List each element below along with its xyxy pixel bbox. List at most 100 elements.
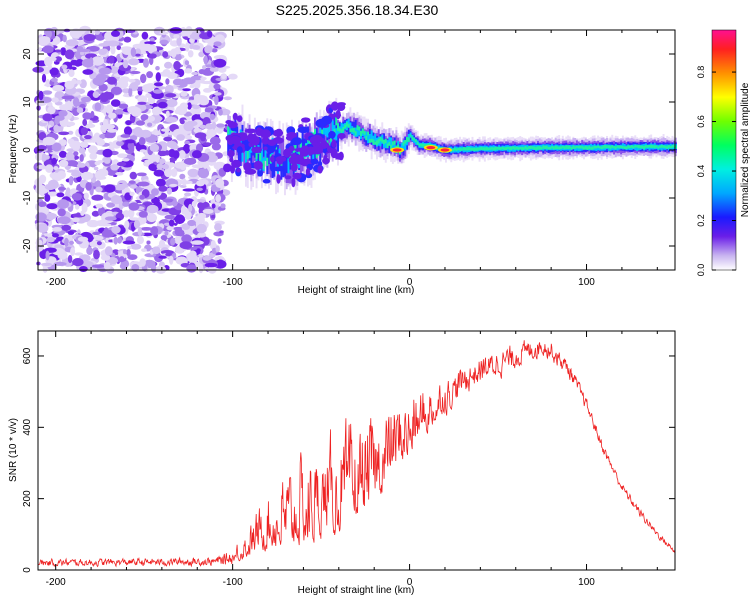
noise-blob: [192, 104, 201, 110]
noise-blob: [36, 223, 49, 233]
noise-blob: [137, 226, 143, 237]
amplitude-peak: [440, 148, 450, 152]
snr-y-tick-label: 0: [22, 567, 33, 573]
noise-blob: [41, 262, 53, 266]
ridge-band: [328, 121, 331, 134]
noise-blob: [62, 34, 67, 43]
noise-blob: [164, 230, 169, 236]
noise-blob: [92, 91, 100, 98]
noise-blob: [72, 196, 82, 201]
noise-blob: [140, 129, 152, 138]
ridge-band: [383, 139, 385, 145]
ridge-band: [351, 128, 354, 132]
ridge-band: [353, 127, 355, 133]
noise-blob: [44, 194, 51, 202]
noise-blob: [127, 106, 140, 114]
ridge-band: [629, 145, 631, 149]
noise-blob: [128, 202, 140, 211]
ridge-band: [506, 146, 509, 150]
ridge-band: [469, 147, 472, 151]
noise-blob: [42, 113, 53, 122]
noise-blob: [35, 212, 47, 222]
noise-blob: [186, 264, 197, 273]
ridge-band: [353, 121, 355, 133]
noise-blob: [69, 28, 83, 39]
noise-blob: [119, 262, 128, 270]
ridge-band: [411, 136, 414, 140]
noise-blob: [170, 168, 178, 178]
noise-blob: [93, 235, 104, 241]
ridge-band: [418, 144, 421, 147]
noise-blob: [129, 171, 137, 180]
noise-blob: [136, 172, 147, 177]
noise-blob: [80, 171, 94, 180]
ridge-blob: [294, 154, 305, 165]
noise-blob: [176, 134, 186, 141]
ridge-band: [552, 146, 555, 150]
spectrogram-y-tick-label: 10: [22, 96, 33, 108]
ridge-blob: [254, 136, 260, 145]
noise-blob: [211, 214, 216, 219]
ridge-blob: [301, 117, 311, 123]
noise-blob: [72, 217, 80, 223]
ridge-band: [579, 145, 582, 149]
noise-blob: [98, 43, 110, 47]
snr-x-label: Height of straight line (km): [298, 585, 415, 596]
noise-blob: [166, 225, 174, 231]
noise-blob: [98, 83, 108, 92]
noise-blob: [141, 43, 154, 52]
noise-blob: [183, 157, 197, 165]
ridge-band: [636, 145, 639, 148]
noise-blob: [117, 236, 122, 244]
ridge-band: [667, 145, 670, 149]
ridge-blob: [317, 161, 323, 167]
noise-blob: [158, 158, 166, 165]
noise-blob: [46, 203, 58, 210]
noise-blob: [162, 163, 170, 170]
ridge-band: [326, 122, 329, 138]
ridge-blob: [330, 101, 339, 111]
ridge-band: [391, 144, 394, 152]
noise-blob: [108, 55, 115, 64]
ridge-band: [349, 128, 352, 133]
noise-blob: [204, 262, 218, 268]
colorbar-tick-label: 0.0: [696, 264, 706, 277]
ridge-band: [600, 146, 603, 150]
spectrogram-y-tick-label: -10: [22, 190, 33, 205]
noise-blob: [195, 143, 204, 153]
noise-blob: [202, 163, 209, 169]
noise-blob: [89, 57, 94, 67]
ridge-band: [407, 137, 410, 142]
noise-blob: [197, 212, 207, 220]
ridge-band: [521, 146, 524, 150]
noise-blob: [76, 216, 87, 224]
noise-blob: [191, 71, 199, 76]
noise-blob: [75, 79, 82, 85]
ridge-band: [404, 142, 407, 151]
noise-blob: [60, 47, 67, 56]
ridge-blob: [232, 112, 238, 121]
ridge-band: [248, 146, 251, 158]
noise-blob: [51, 142, 62, 152]
ridge-band: [367, 134, 370, 144]
noise-blob: [149, 53, 157, 59]
noise-blob: [129, 191, 135, 196]
noise-blob: [155, 178, 166, 187]
ridge-band: [485, 147, 488, 151]
noise-blob: [141, 31, 149, 40]
ridge-band: [315, 151, 318, 158]
ridge-blob: [262, 178, 271, 184]
ridge-band: [294, 143, 297, 152]
snr-y-tick-label: 400: [22, 419, 33, 436]
ridge-band: [503, 147, 506, 151]
ridge-band: [345, 122, 348, 127]
noise-blob: [81, 202, 88, 213]
noise-blob: [174, 214, 185, 225]
noise-blob: [183, 143, 191, 154]
noise-blob: [68, 69, 75, 77]
noise-blob: [54, 172, 61, 180]
ridge-band: [540, 147, 543, 150]
ridge-band: [340, 129, 343, 134]
noise-blob: [85, 182, 92, 191]
ridge-band: [528, 145, 531, 149]
